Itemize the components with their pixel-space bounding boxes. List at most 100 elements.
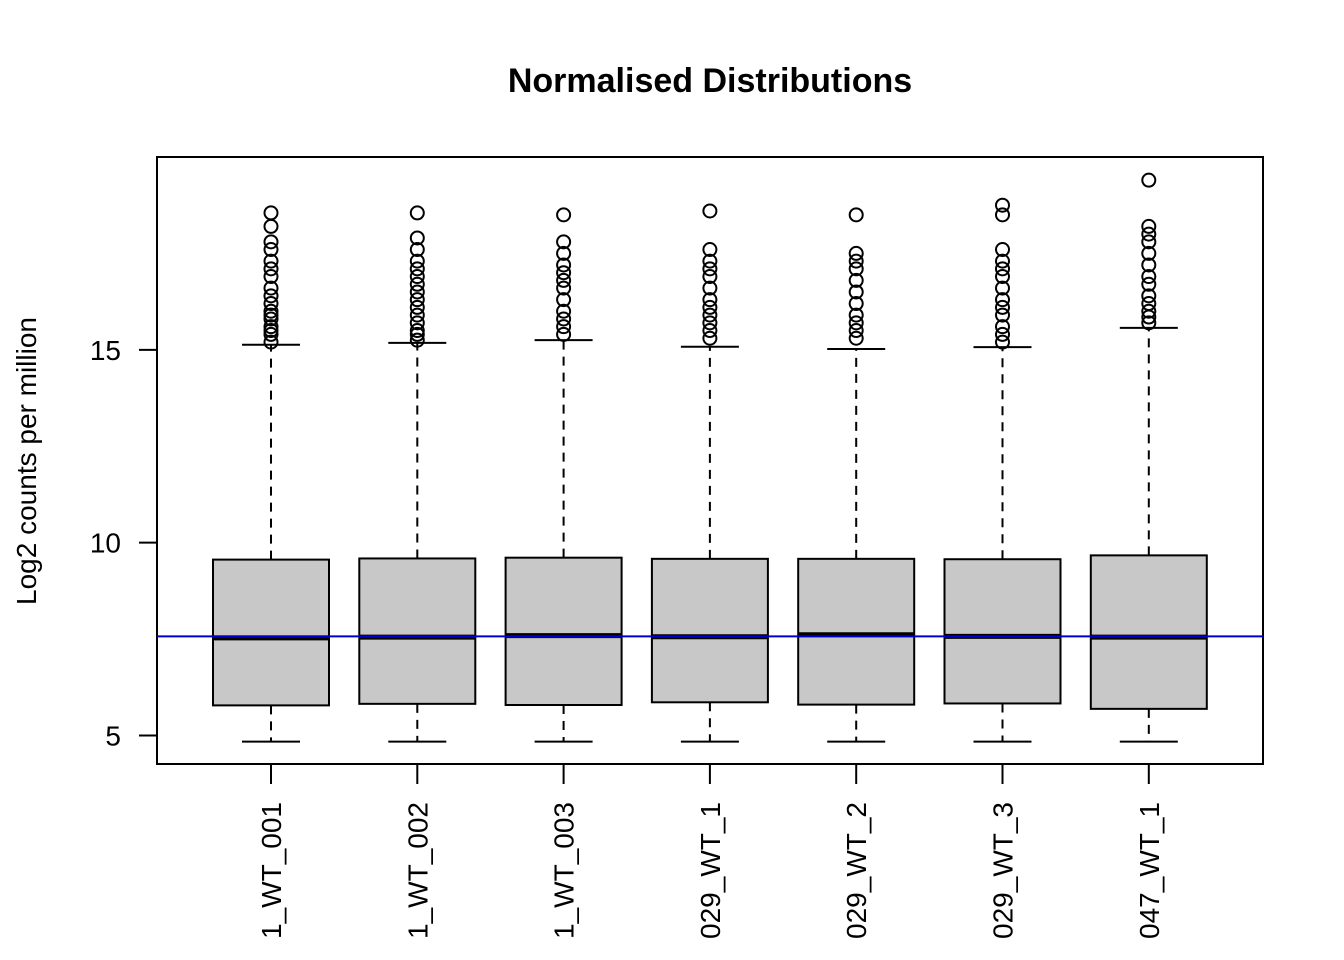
outlier-point <box>556 272 572 288</box>
outlier-point <box>556 303 572 319</box>
y-tick-label: 5 <box>105 720 121 751</box>
x-tick-label: 1_WT_003 <box>549 802 580 939</box>
outlier-point <box>556 292 572 308</box>
outlier-point <box>409 261 425 277</box>
box <box>797 557 916 706</box>
outlier-point <box>263 280 279 296</box>
outlier-point <box>995 307 1010 323</box>
outlier-point <box>263 234 279 250</box>
outlier-point <box>995 197 1010 213</box>
outlier-point <box>1141 296 1157 312</box>
outlier-point <box>1141 303 1157 319</box>
outlier-point <box>263 242 279 258</box>
x-tick-label: 029_WT_1 <box>695 802 726 939</box>
outlier-point <box>263 334 279 350</box>
outlier-point <box>409 332 425 348</box>
outlier-point <box>1141 245 1157 261</box>
box <box>504 556 623 706</box>
outlier-point <box>556 319 572 335</box>
outlier-point <box>556 311 572 327</box>
outlier-point <box>263 326 279 342</box>
outlier-point <box>556 265 572 281</box>
outlier-point <box>556 257 572 273</box>
outlier-point <box>702 315 718 331</box>
outlier-point <box>995 242 1010 258</box>
outlier-point <box>263 296 279 312</box>
outlier-point <box>1141 315 1157 331</box>
outlier-point <box>995 261 1010 277</box>
outlier-point <box>409 315 425 331</box>
outlier-point <box>1141 257 1157 273</box>
outlier-point <box>556 234 572 250</box>
outlier-point <box>848 323 864 339</box>
outlier-point <box>995 280 1010 296</box>
x-tick-label: 029_WT_2 <box>841 802 872 939</box>
outlier-point <box>995 269 1010 285</box>
outlier-point <box>848 315 864 331</box>
outlier-point <box>263 218 279 234</box>
outlier-point <box>848 307 864 323</box>
outlier-point <box>556 326 572 342</box>
x-tick-label: 047_WT_1 <box>1134 802 1165 939</box>
outlier-point <box>409 307 425 323</box>
outlier-point <box>263 311 279 327</box>
outlier-point <box>409 205 425 221</box>
outlier-point <box>263 303 279 319</box>
y-tick-label: 10 <box>90 528 121 559</box>
chart-marks: 5 10 15 1_WT_001 1_WT_002 1_WT_003 029_WT_1 029… <box>90 172 1263 939</box>
outlier-point <box>409 323 425 339</box>
outlier-point <box>848 330 864 346</box>
outlier-point <box>556 280 572 296</box>
outlier-point <box>702 299 718 315</box>
outlier-point <box>848 253 864 269</box>
outlier-point <box>263 319 279 335</box>
outlier-point <box>995 207 1010 223</box>
x-tick-label: 029_WT_3 <box>988 802 1019 939</box>
outlier-point <box>263 288 279 304</box>
outlier-point <box>409 276 425 292</box>
outlier-point <box>409 299 425 315</box>
outlier-point <box>409 326 425 342</box>
outlier-point <box>848 245 864 261</box>
box <box>650 557 769 704</box>
outlier-point <box>995 326 1010 342</box>
box <box>212 558 330 707</box>
outlier-point <box>702 269 718 285</box>
outlier-point <box>702 292 718 308</box>
outlier-point <box>1141 276 1157 292</box>
outlier-point <box>1141 218 1157 234</box>
outlier-point <box>1141 288 1157 304</box>
outlier-point <box>263 261 279 277</box>
outlier-point <box>702 253 718 269</box>
outlier-point <box>848 296 864 312</box>
outlier-point <box>409 230 425 246</box>
outlier-point <box>263 307 279 323</box>
outlier-point <box>702 307 718 323</box>
outlier-point <box>263 205 279 221</box>
chart-title: Normalised Distributions <box>508 62 912 100</box>
outlier-point <box>1141 269 1157 285</box>
outlier-point <box>409 284 425 300</box>
outlier-point <box>702 242 718 258</box>
outlier-point <box>848 261 864 277</box>
outlier-point <box>995 334 1010 350</box>
box <box>358 557 477 705</box>
outlier-point <box>702 323 718 339</box>
box <box>1089 554 1208 710</box>
outlier-point <box>702 330 718 346</box>
outlier-point <box>1141 172 1157 188</box>
y-tick-label: 15 <box>90 335 121 366</box>
outlier-point <box>409 253 425 269</box>
outlier-point <box>556 245 572 261</box>
outlier-point <box>848 284 864 300</box>
outlier-point <box>702 203 718 219</box>
outlier-point <box>409 242 425 258</box>
outlier-point <box>995 292 1010 308</box>
outlier-point <box>263 253 279 269</box>
outlier-point <box>702 280 718 296</box>
outlier-point <box>848 207 864 223</box>
box <box>943 558 1062 705</box>
outlier-point <box>995 253 1010 269</box>
y-axis-label: Log2 counts per million <box>11 317 42 605</box>
